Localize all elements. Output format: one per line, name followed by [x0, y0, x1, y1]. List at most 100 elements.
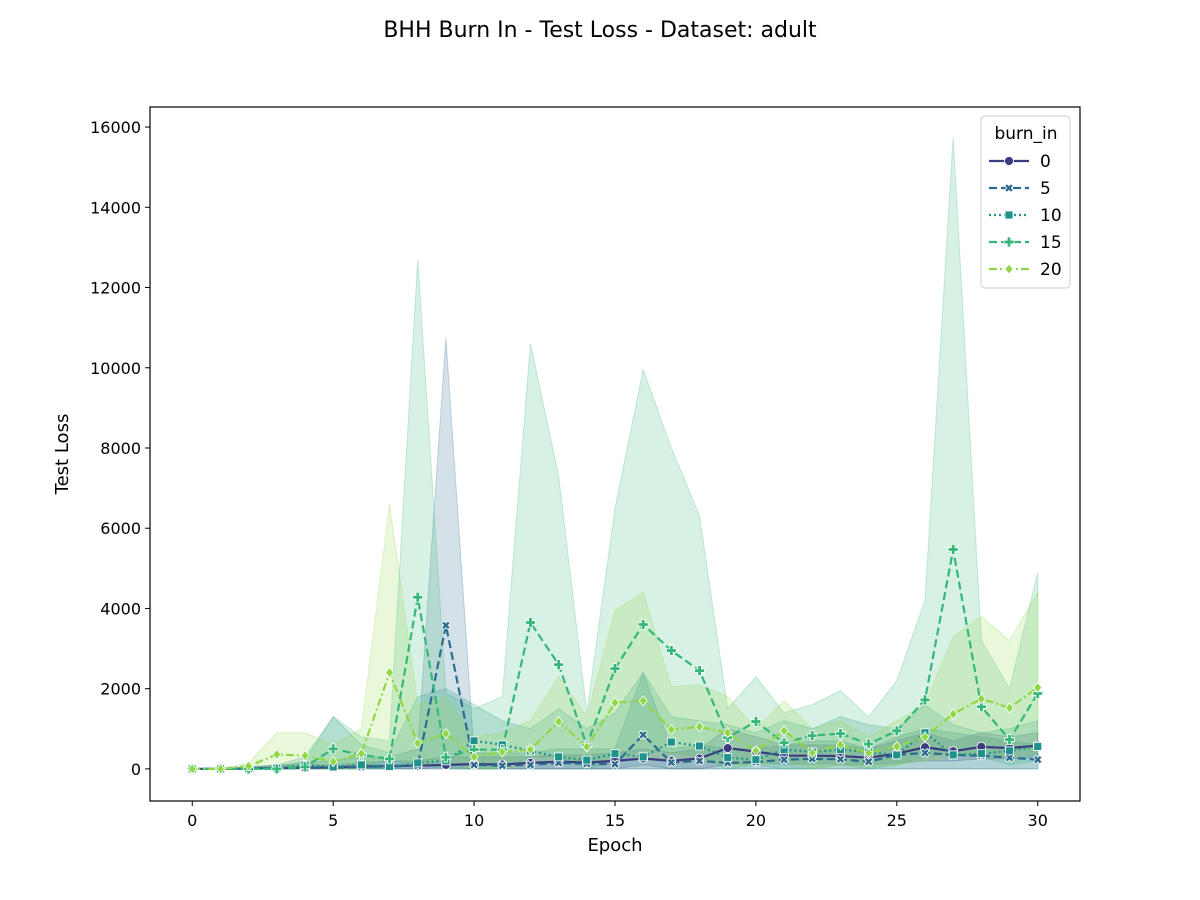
point-series-15	[384, 753, 395, 765]
point-series-20	[441, 727, 451, 740]
point-series-5	[920, 747, 930, 758]
point-series-20	[356, 748, 366, 760]
legend-marker-0	[1004, 156, 1014, 166]
y-tick-label: 12000	[90, 279, 141, 298]
chart-title: BHH Burn In - Test Loss - Dataset: adult	[383, 18, 817, 43]
point-series-15	[637, 619, 649, 630]
point-series-20	[864, 747, 874, 759]
band-series-15	[192, 137, 1039, 770]
point-series-20	[497, 746, 507, 758]
point-series-15	[525, 617, 536, 628]
point-series-20	[976, 693, 986, 705]
point-series-10	[1005, 746, 1014, 756]
x-tick-label: 30	[1028, 811, 1048, 830]
point-series-20	[892, 740, 902, 753]
point-series-20	[723, 727, 733, 739]
point-series-5	[666, 757, 677, 768]
point-series-5	[638, 729, 649, 740]
legend-marker-5	[1004, 183, 1014, 193]
point-series-10	[1033, 742, 1043, 751]
point-series-15	[327, 743, 339, 755]
legend-label-5: 5	[1040, 179, 1051, 199]
x-axis: 0 5 10 15 20 25 30	[187, 801, 1048, 830]
point-series-20	[638, 695, 648, 707]
point-series-15	[750, 716, 762, 727]
legend-box	[980, 115, 1071, 289]
point-series-15	[299, 761, 311, 773]
legend-label-0: 0	[1040, 152, 1051, 172]
band-series-20	[192, 504, 1039, 770]
point-series-10	[695, 741, 704, 751]
point-series-20	[215, 763, 225, 775]
point-series-15	[863, 738, 875, 750]
point-series-20	[835, 739, 845, 751]
point-series-5	[694, 756, 705, 766]
y-axis: 0 2000 4000 6000 8000 10000 12000 14000 16000	[90, 118, 150, 779]
point-series-5	[469, 760, 479, 770]
legend-marker-10	[1004, 210, 1014, 220]
point-series-5	[525, 760, 536, 770]
confidence-bands	[192, 137, 1039, 770]
point-series-20	[244, 760, 254, 772]
legend-marker-15	[1003, 236, 1015, 248]
point-series-15	[553, 659, 565, 671]
y-tick-label: 16000	[90, 118, 141, 137]
point-series-10	[751, 755, 761, 765]
point-series-15	[1032, 688, 1044, 699]
point-series-5	[1032, 754, 1043, 765]
point-series-15	[919, 694, 931, 706]
point-series-20	[610, 697, 620, 709]
y-tick-label: 0	[131, 760, 141, 779]
point-series-20	[779, 725, 789, 737]
y-tick-label: 2000	[100, 680, 141, 699]
point-series-10	[948, 750, 958, 760]
point-series-15	[778, 737, 790, 749]
point-series-5	[863, 756, 874, 767]
y-axis-label: Test Loss	[52, 414, 73, 496]
point-series-0	[722, 743, 733, 753]
series-markers	[186, 544, 1044, 775]
legend-label-10: 10	[1040, 206, 1062, 226]
point-series-5	[835, 754, 846, 765]
x-tick-label: 5	[328, 811, 338, 830]
legend: burn_in 0 5 10 15 20	[980, 115, 1071, 289]
y-tick-label: 10000	[90, 359, 141, 378]
point-series-15	[806, 730, 818, 742]
legend-label-15: 15	[1040, 233, 1062, 253]
point-series-15	[891, 725, 903, 737]
x-tick-label: 15	[605, 811, 625, 830]
point-series-5	[779, 754, 789, 765]
point-series-20	[469, 751, 479, 763]
y-tick-label: 6000	[100, 519, 141, 538]
point-series-15	[665, 645, 677, 656]
point-series-20	[666, 723, 676, 736]
point-series-5	[497, 760, 508, 771]
point-series-15	[412, 591, 424, 603]
x-axis-label: Epoch	[587, 835, 642, 856]
point-series-20	[807, 747, 817, 759]
point-series-20	[554, 715, 564, 728]
point-series-10	[469, 736, 479, 746]
point-series-15	[835, 728, 846, 740]
point-series-20	[751, 745, 761, 757]
legend-title: burn_in	[994, 124, 1057, 144]
point-series-10	[723, 753, 733, 763]
point-series-15	[1004, 734, 1015, 746]
legend-label-20: 20	[1040, 260, 1062, 280]
point-series-5	[441, 620, 451, 631]
point-series-20	[272, 748, 282, 761]
point-series-10	[976, 749, 986, 759]
point-series-5	[610, 759, 620, 769]
y-tick-label: 8000	[100, 439, 141, 458]
point-series-20	[187, 763, 197, 775]
x-tick-label: 20	[746, 811, 766, 830]
point-series-15	[975, 701, 987, 713]
point-series-15	[694, 665, 705, 677]
point-series-15	[271, 763, 283, 775]
point-series-10	[356, 760, 366, 770]
point-series-20	[1033, 681, 1043, 694]
point-series-20	[1005, 702, 1015, 714]
point-series-20	[695, 721, 705, 733]
